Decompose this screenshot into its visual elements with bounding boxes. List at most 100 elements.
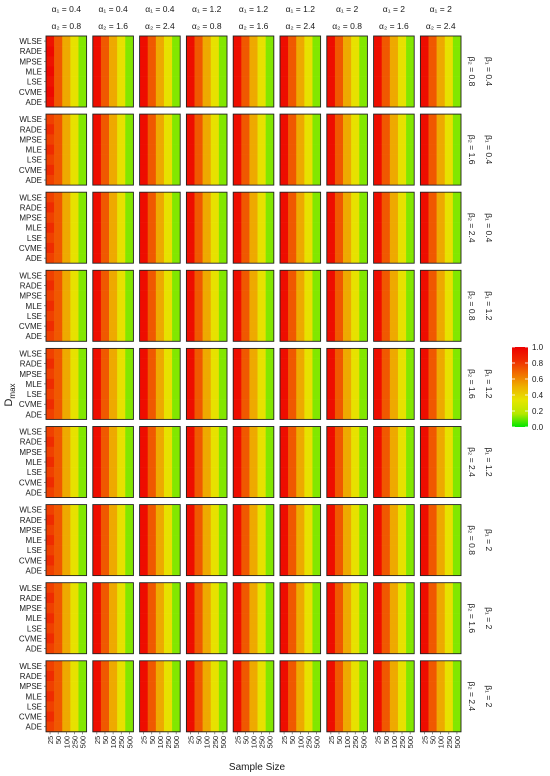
heatmap-panel <box>92 113 134 186</box>
heatmap-cell <box>257 623 266 634</box>
heatmap-cell <box>186 368 195 380</box>
sample-size-tick-label: 250 <box>351 736 360 749</box>
heatmap-cell <box>359 514 368 526</box>
heatmap-cell <box>54 331 63 342</box>
heatmap-cell <box>186 134 195 145</box>
heatmap-cell <box>100 280 110 291</box>
heatmap-cell <box>147 409 157 420</box>
heatmap-cell <box>257 467 266 478</box>
heatmap-cell <box>444 46 454 57</box>
heatmap-cell <box>280 504 289 516</box>
heatmap-cell <box>202 280 212 291</box>
method-tick-label: MPSE <box>19 214 42 223</box>
heatmap-cell <box>147 426 157 437</box>
heatmap-cell <box>100 467 110 478</box>
heatmap-cell <box>78 96 87 108</box>
heatmap-cell <box>78 222 87 234</box>
heatmap-cell <box>210 202 220 213</box>
heatmap-cell <box>117 623 126 634</box>
heatmap-panel <box>279 426 322 498</box>
heatmap-cell <box>172 602 181 614</box>
heatmap-cell <box>241 545 250 556</box>
heatmap-cell <box>420 711 429 722</box>
heatmap-cell <box>343 535 352 546</box>
heatmap-cell <box>125 76 134 88</box>
heatmap-cell <box>70 592 79 604</box>
panel-border <box>373 347 415 420</box>
heatmap-cell <box>241 36 250 47</box>
heatmap-cell <box>343 514 352 526</box>
heatmap-cell <box>186 270 195 281</box>
heatmap-cell <box>92 633 102 644</box>
heatmap-cell <box>186 348 195 359</box>
heatmap-cell <box>280 202 289 213</box>
heatmap-cell <box>406 721 415 733</box>
heatmap-cell <box>70 670 79 682</box>
heatmap-cell <box>233 711 242 722</box>
heatmap-cell <box>359 164 368 176</box>
heatmap-cell <box>172 124 181 135</box>
heatmap-cell <box>249 711 258 722</box>
heatmap-cell <box>326 514 336 526</box>
heatmap-cell <box>359 602 368 614</box>
heatmap-cell <box>257 174 266 186</box>
heatmap-cell <box>163 467 173 478</box>
heatmap-cell <box>70 436 79 448</box>
heatmap-cell <box>351 154 360 166</box>
heatmap-cell <box>312 388 321 400</box>
heatmap-cell <box>194 670 203 682</box>
heatmap-cell <box>452 565 462 576</box>
heatmap-cell <box>109 524 118 536</box>
heatmap-cell <box>265 358 275 369</box>
heatmap-cell <box>452 623 462 634</box>
method-tick-label: WLSE <box>19 37 42 46</box>
heatmap-cell <box>241 290 250 302</box>
heatmap-cell <box>428 174 437 186</box>
heatmap-cell <box>428 582 437 594</box>
column-facet-alpha1: α₁ = 2 <box>383 4 405 14</box>
legend-tick-label: 0.2 <box>532 407 544 416</box>
heatmap-cell <box>288 602 297 614</box>
heatmap-cell <box>406 290 415 302</box>
heatmap-cell <box>210 633 220 644</box>
heatmap-cell <box>351 504 360 516</box>
heatmap-cell <box>428 66 437 77</box>
heatmap-cell <box>265 670 275 682</box>
heatmap-cell <box>78 164 87 176</box>
heatmap-cell <box>92 426 102 437</box>
heatmap-cell <box>172 555 181 566</box>
heatmap-cell <box>343 232 352 244</box>
heatmap-cell <box>397 368 407 380</box>
heatmap-cell <box>210 602 220 614</box>
heatmap-cell <box>280 623 289 634</box>
heatmap-cell <box>406 202 415 213</box>
heatmap-cell <box>257 124 266 135</box>
heatmap-cell <box>381 545 391 556</box>
heatmap-cell <box>62 348 71 359</box>
heatmap-cell <box>406 331 415 342</box>
heatmap-cell <box>210 192 220 203</box>
heatmap-panel <box>45 582 88 655</box>
heatmap-cell <box>265 212 275 223</box>
heatmap-cell <box>381 633 391 644</box>
heatmap-cell <box>194 86 203 98</box>
heatmap-cell <box>326 388 336 400</box>
heatmap-cell <box>147 368 157 380</box>
heatmap-cell <box>334 602 344 614</box>
heatmap-cell <box>444 154 454 166</box>
heatmap-cell <box>233 436 242 448</box>
heatmap-cell <box>54 96 63 108</box>
heatmap-cell <box>92 154 102 166</box>
heatmap-cell <box>351 613 360 624</box>
heatmap-cell <box>241 504 250 516</box>
heatmap-cell <box>436 691 446 702</box>
heatmap-panel <box>45 269 88 342</box>
heatmap-cell <box>436 399 446 410</box>
heatmap-cell <box>428 456 437 468</box>
heatmap-cell <box>147 487 157 498</box>
heatmap-cell <box>359 565 368 576</box>
heatmap-cell <box>389 134 399 145</box>
heatmap-cell <box>62 623 71 634</box>
heatmap-cell <box>373 96 383 108</box>
heatmap-cell <box>155 643 165 654</box>
